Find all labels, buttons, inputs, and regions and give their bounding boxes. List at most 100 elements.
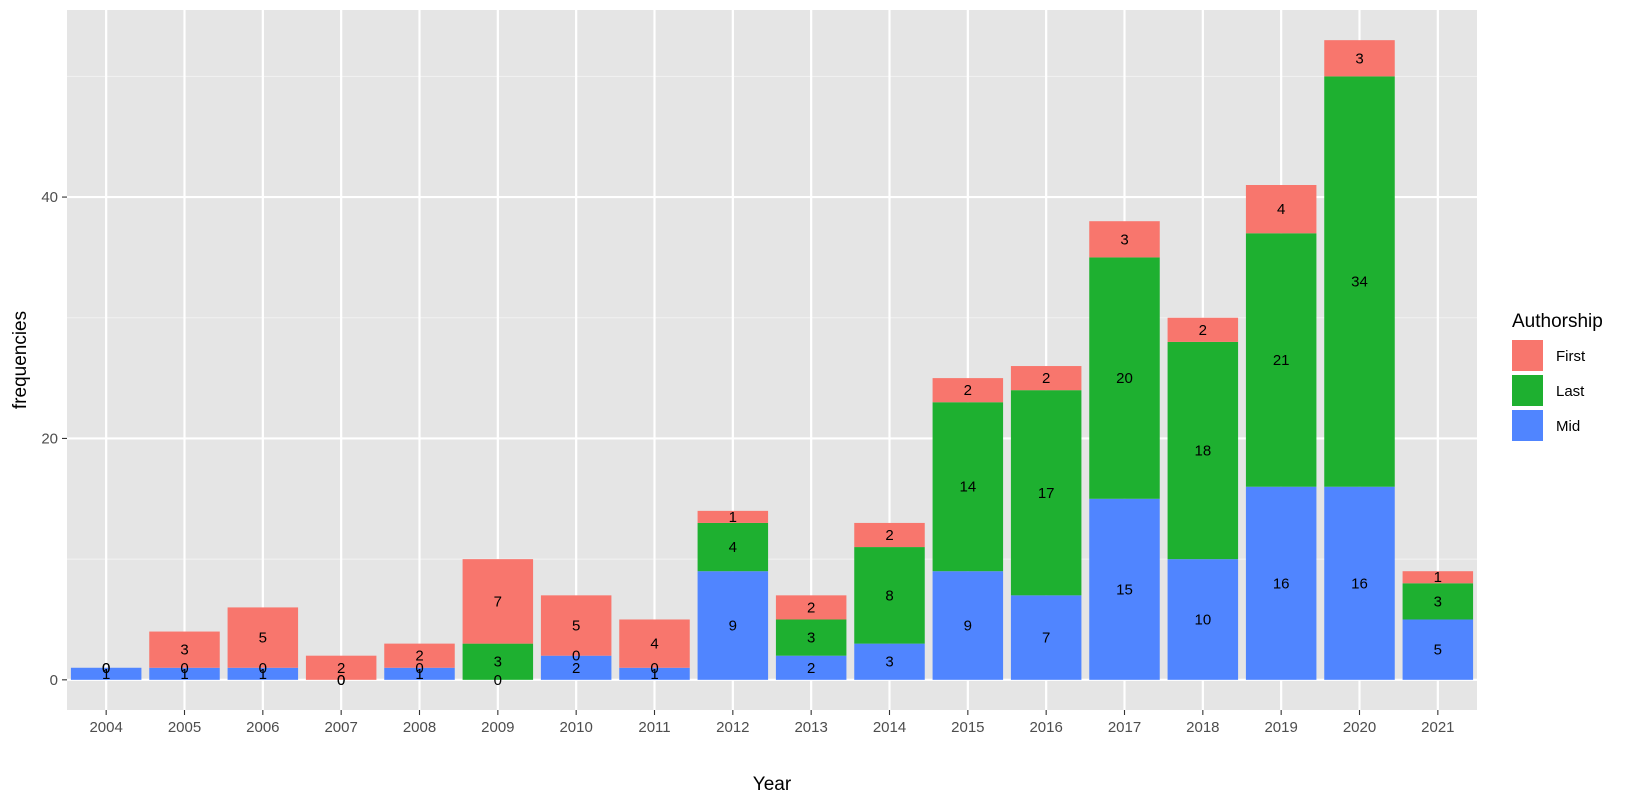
- bar-mid-2015: [932, 571, 1004, 680]
- data-label-first-2007: 2: [337, 660, 345, 677]
- bar-last-2018: [1167, 341, 1239, 560]
- x-tick-label: 2019: [1264, 719, 1297, 736]
- x-tick-label: 2007: [324, 719, 357, 736]
- data-label-last-2004: 0: [102, 660, 110, 677]
- bar-first-2006: [227, 607, 299, 668]
- data-label-mid-2016: 7: [1042, 630, 1050, 647]
- bar-mid-2020: [1324, 486, 1395, 680]
- data-label-mid-2021: 5: [1434, 642, 1442, 659]
- x-tick-label: 2021: [1421, 719, 1454, 736]
- y-tick-label: 20: [41, 430, 58, 447]
- x-tick-label: 2015: [951, 719, 984, 736]
- x-tick-label: 2009: [481, 719, 514, 736]
- data-label-last-2019: 21: [1273, 352, 1290, 369]
- bar-last-2012: [697, 522, 769, 572]
- data-label-last-2013: 3: [807, 630, 815, 647]
- bar-mid-2013: [775, 655, 847, 680]
- data-label-last-2014: 8: [885, 587, 893, 604]
- bar-first-2019: [1245, 185, 1317, 234]
- x-tick-label: 2014: [873, 719, 906, 736]
- x-tick-label: 2006: [246, 719, 279, 736]
- bar-last-2016: [1010, 390, 1082, 596]
- data-label-last-2012: 4: [729, 539, 737, 556]
- data-label-first-2020: 3: [1355, 50, 1363, 67]
- legend-key-first: [1512, 340, 1543, 371]
- data-label-first-2013: 2: [807, 599, 815, 616]
- x-tick-label: 2017: [1108, 719, 1141, 736]
- x-tick-label: 2012: [716, 719, 749, 736]
- data-label-mid-2012: 9: [729, 618, 737, 635]
- data-label-last-2021: 3: [1434, 593, 1442, 610]
- data-label-mid-2009: 0: [494, 672, 502, 689]
- data-label-first-2009: 7: [494, 593, 502, 610]
- data-label-mid-2005: 1: [180, 666, 188, 683]
- bar-first-2005: [149, 631, 220, 668]
- data-label-mid-2008: 1: [415, 666, 423, 683]
- bar-first-2007: [305, 655, 377, 680]
- bar-first-2013: [775, 595, 847, 620]
- data-label-first-2018: 2: [1199, 322, 1207, 339]
- data-label-last-2005: 0: [180, 660, 188, 677]
- data-label-mid-2014: 3: [885, 654, 893, 671]
- bar-last-2014: [854, 547, 925, 644]
- bar-last-2020: [1324, 76, 1395, 487]
- bar-first-2021: [1402, 571, 1474, 584]
- bar-first-2020: [1324, 40, 1395, 77]
- bar-first-2011: [619, 619, 690, 668]
- data-label-first-2015: 2: [964, 382, 972, 399]
- data-label-first-2012: 1: [729, 509, 737, 526]
- bar-mid-2008: [384, 667, 455, 680]
- x-axis-ticks: 2004 2005 2006 2007 2008 2009 2010 2011 2012 2013…: [89, 710, 1455, 736]
- data-label-first-2004: 0: [102, 660, 110, 677]
- data-label-last-2006: 0: [259, 660, 267, 677]
- data-label-last-2015: 14: [959, 479, 976, 496]
- bar-mid-2006: [227, 667, 299, 680]
- data-label-last-2017: 20: [1116, 370, 1133, 387]
- y-tick-label: 40: [41, 189, 58, 206]
- data-label-last-2016: 17: [1038, 485, 1055, 502]
- bars: [70, 40, 1474, 680]
- x-tick-label: 2008: [403, 719, 436, 736]
- x-tick-label: 2010: [559, 719, 592, 736]
- x-tick-label: 2011: [638, 719, 670, 736]
- data-label-first-2021: 1: [1434, 569, 1442, 586]
- x-tick-label: 2018: [1186, 719, 1219, 736]
- y-tick-label: 0: [50, 672, 58, 689]
- data-label-mid-2019: 16: [1273, 575, 1290, 592]
- bar-last-2019: [1245, 233, 1317, 487]
- bar-first-2015: [932, 378, 1004, 403]
- legend-key-mid: [1512, 410, 1543, 441]
- data-label-last-2018: 18: [1194, 443, 1211, 460]
- legend-label-mid: Mid: [1556, 418, 1580, 435]
- bar-last-2021: [1402, 583, 1474, 620]
- bar-last-2009: [462, 643, 534, 680]
- bar-mid-2021: [1402, 619, 1474, 680]
- bar-first-2008: [384, 643, 455, 668]
- legend-label-last: Last: [1556, 383, 1585, 400]
- data-label-mid-2007: 0: [337, 672, 345, 689]
- bar-mid-2005: [149, 667, 220, 680]
- data-label-last-2010: 0: [572, 648, 580, 665]
- x-tick-label: 2013: [794, 719, 827, 736]
- bar-first-2010: [540, 595, 612, 656]
- legend-label-first: First: [1556, 348, 1586, 365]
- bar-mid-2017: [1089, 498, 1160, 680]
- y-axis-title: frequencies: [10, 311, 31, 409]
- bar-first-2012: [697, 510, 769, 523]
- bar-mid-2004: [70, 667, 142, 680]
- bar-last-2013: [775, 619, 847, 656]
- data-label-first-2016: 2: [1042, 370, 1050, 387]
- data-label-mid-2020: 16: [1351, 575, 1368, 592]
- bar-mid-2018: [1167, 559, 1239, 680]
- x-tick-label: 2004: [89, 719, 122, 736]
- legend-title: Authorship: [1512, 311, 1603, 332]
- data-label-last-2011: 0: [650, 660, 658, 677]
- bar-mid-2011: [619, 667, 690, 680]
- data-label-mid-2015: 9: [964, 618, 972, 635]
- data-label-last-2009: 3: [494, 654, 502, 671]
- plot-panel: [67, 10, 1477, 710]
- bar-mid-2012: [697, 571, 769, 680]
- data-label-last-2020: 34: [1351, 274, 1368, 291]
